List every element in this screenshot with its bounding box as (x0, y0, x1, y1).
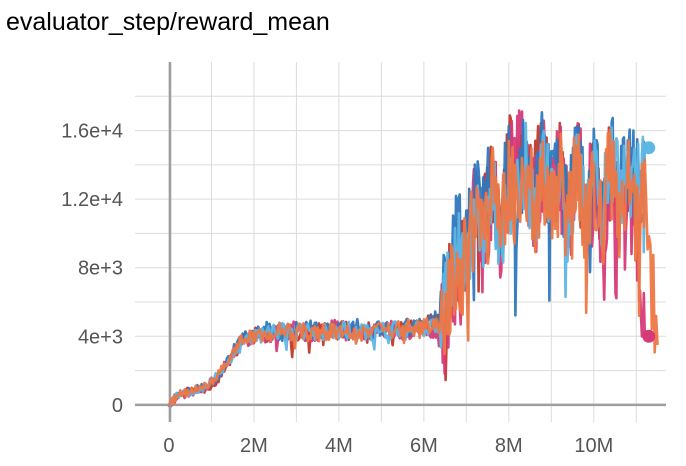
chart-title: evaluator_step/reward_mean (6, 8, 330, 36)
y-tick-label: 1.6e+4 (61, 121, 123, 143)
series-end-marker (642, 329, 656, 343)
series-end-markers (642, 141, 656, 343)
y-tick-label: 8e+3 (78, 258, 123, 280)
y-tick-label: 4e+3 (78, 326, 123, 348)
x-tick-labels: 0 2M 4M 6M 8M 10M (163, 435, 613, 457)
y-tick-label: 1.2e+4 (61, 189, 123, 211)
x-tick-label: 6M (410, 435, 438, 457)
y-tick-label: 0 (112, 395, 123, 417)
x-tick-label: 8M (495, 435, 523, 457)
axes (135, 62, 666, 422)
x-tick-label: 10M (574, 435, 613, 457)
series-lines (167, 109, 659, 409)
x-tick-label: 2M (240, 435, 268, 457)
x-tick-label: 0 (163, 435, 174, 457)
x-tick-label: 4M (325, 435, 353, 457)
series-line (167, 128, 659, 408)
y-tick-labels: 0 4e+3 8e+3 1.2e+4 1.6e+4 (61, 121, 123, 417)
series-end-marker (642, 141, 656, 155)
